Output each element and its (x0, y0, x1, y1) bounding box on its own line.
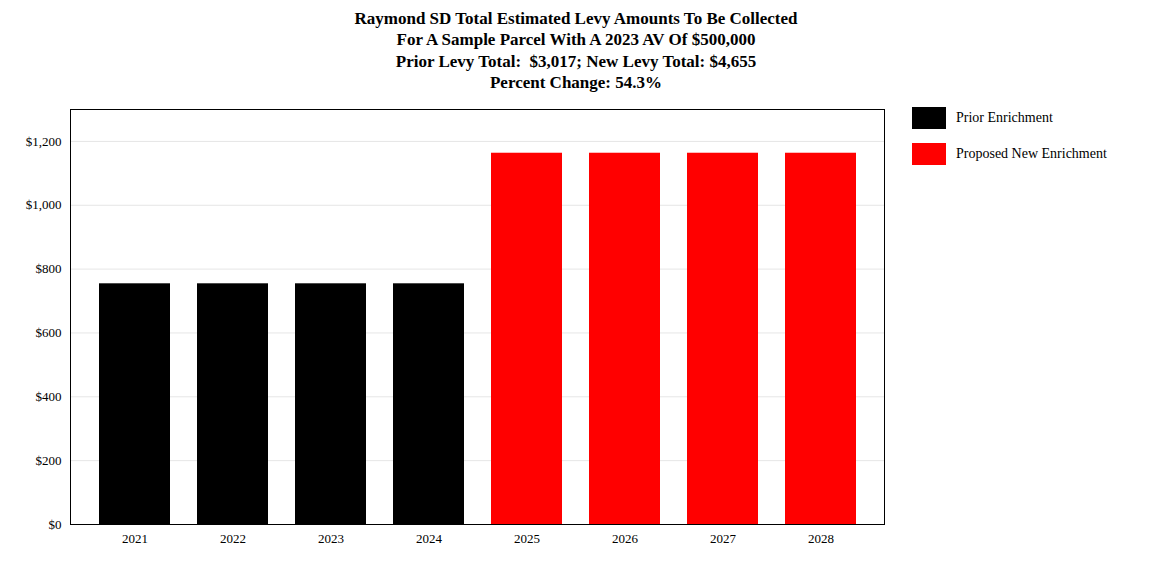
svg-text:2027: 2027 (710, 531, 737, 546)
svg-text:2021: 2021 (122, 531, 148, 546)
svg-text:$1,000: $1,000 (26, 197, 62, 212)
html-text:Prior Enrichment: Prior Enrichment (956, 110, 1053, 125)
html-text:Percent Change: 54.3%: Percent Change: 54.3% (490, 72, 662, 92)
svg-text:$200: $200 (36, 453, 62, 468)
svg-text:2025: 2025 (514, 531, 540, 546)
html-text:Proposed New Enrichment: Proposed New Enrichment (956, 146, 1107, 161)
svg-text:2024: 2024 (416, 531, 443, 546)
svg-text:$1,200: $1,200 (26, 134, 62, 149)
svg-text:$0: $0 (49, 517, 62, 532)
html-text:For A Sample Parcel With A 202: For A Sample Parcel With A 2023 AV Of $5… (396, 30, 756, 50)
svg-text:2022: 2022 (220, 531, 246, 546)
svg-text:2028: 2028 (808, 531, 834, 546)
svg-text:2023: 2023 (318, 531, 344, 546)
html-text:Raymond SD Total Estimated Lev: Raymond SD Total Estimated Levy Amounts … (354, 9, 798, 28)
svg-text:2026: 2026 (612, 531, 639, 546)
svg-text:$800: $800 (36, 261, 62, 276)
svg-text:$400: $400 (36, 389, 62, 404)
svg-text:$600: $600 (36, 325, 62, 340)
html-text:Prior Levy Total: $3,017; New: Prior Levy Total: $3,017; New Levy Total… (395, 51, 757, 71)
